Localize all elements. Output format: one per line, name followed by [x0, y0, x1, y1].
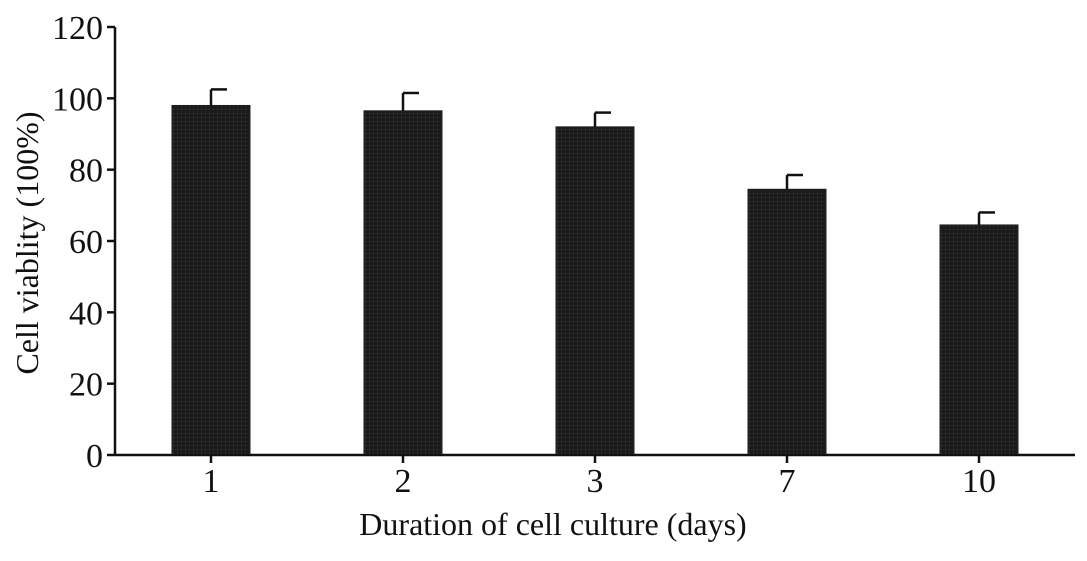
bar-7: [747, 188, 827, 456]
bars-layer: [171, 104, 1019, 456]
x-tick-label: 7: [779, 463, 796, 500]
y-tick-label: 0: [86, 438, 103, 475]
error-bars-layer: [209, 88, 995, 225]
y-tick-label: 120: [52, 10, 103, 47]
x-axis-ticks: 1 2 3 7 10: [203, 455, 996, 500]
bar-2: [363, 110, 443, 456]
x-tick-label: 10: [962, 463, 996, 500]
y-tick-label: 80: [69, 153, 103, 190]
y-tick-label: 100: [52, 81, 103, 118]
y-tick-label: 40: [69, 295, 103, 332]
x-axis-title: Duration of cell culture (days): [359, 506, 746, 542]
x-tick-label: 1: [203, 463, 220, 500]
x-tick-label: 3: [587, 463, 604, 500]
y-tick-label: 20: [69, 367, 103, 404]
y-axis-ticks: 0 20 40 60 80 100 120: [52, 10, 115, 475]
y-tick-label: 60: [69, 224, 103, 261]
bar-3: [555, 126, 635, 456]
bar-1: [171, 104, 251, 456]
bar-10: [939, 224, 1019, 456]
y-axis-title: Cell viablity (100%): [9, 111, 45, 374]
x-tick-label: 2: [395, 463, 412, 500]
